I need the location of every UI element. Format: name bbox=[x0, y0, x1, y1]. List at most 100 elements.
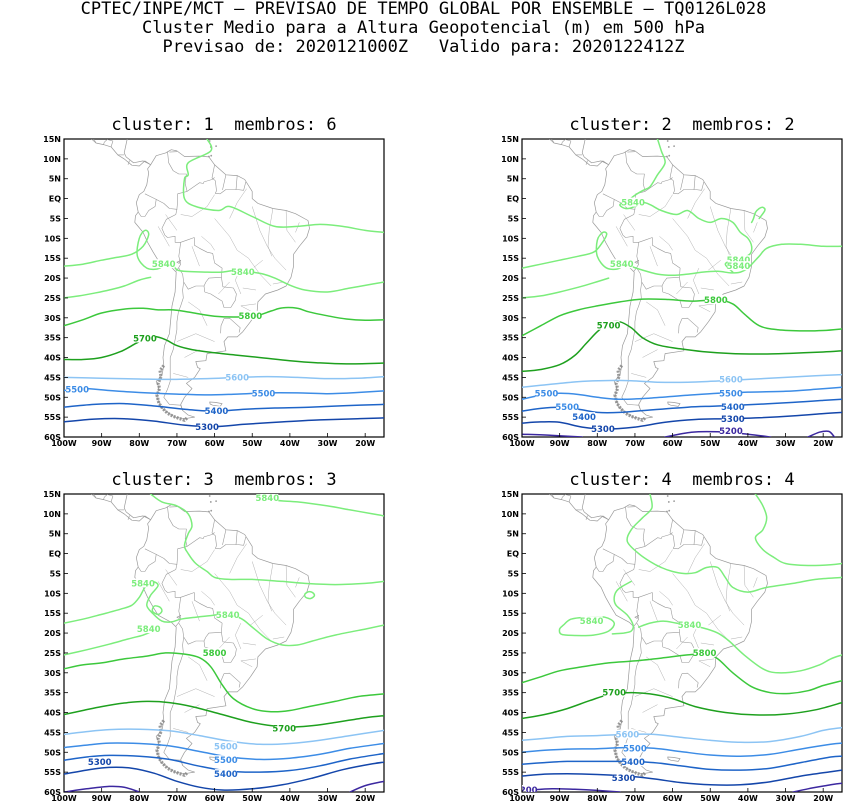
state-border bbox=[698, 303, 715, 312]
state-border bbox=[687, 188, 705, 219]
country-border bbox=[127, 515, 130, 520]
small-island bbox=[209, 501, 212, 503]
central-america-caribbean-coast bbox=[581, 494, 608, 520]
lat-tick-label: EQ bbox=[49, 550, 61, 559]
state-border bbox=[615, 581, 628, 602]
small-island bbox=[215, 145, 217, 148]
lat-tick-label: 40S bbox=[502, 354, 519, 363]
lon-tick-label: 30W bbox=[776, 439, 796, 448]
contour-label-bg bbox=[603, 687, 626, 697]
lat-tick-label: 15N bbox=[501, 135, 519, 144]
country-border bbox=[163, 636, 184, 766]
contour-label-bg bbox=[132, 578, 155, 588]
contour-label-5840: 5840 bbox=[131, 579, 155, 589]
geopotential-contours bbox=[522, 139, 842, 437]
contour-label-5840: 5840 bbox=[678, 621, 702, 631]
small-island bbox=[673, 500, 675, 503]
lon-tick-label: 100W bbox=[51, 794, 77, 803]
state-border bbox=[229, 188, 247, 219]
country-border bbox=[644, 532, 673, 547]
country-border bbox=[585, 515, 588, 520]
figure-subtitle: Cluster Medio para a Altura Geopotencial… bbox=[142, 18, 705, 38]
country-border bbox=[163, 281, 184, 411]
lat-tick-label: 50S bbox=[502, 748, 519, 757]
contour-label-5300: 5300 bbox=[88, 758, 112, 768]
contour-label-5800: 5800 bbox=[203, 649, 227, 659]
state-border bbox=[285, 565, 296, 598]
contour-5840 bbox=[64, 580, 384, 647]
contour-label-bg bbox=[719, 426, 742, 436]
contour-label-5800: 5800 bbox=[704, 296, 728, 306]
country-border bbox=[644, 177, 673, 192]
contour-label-5840: 5840 bbox=[255, 494, 279, 504]
state-border bbox=[252, 206, 287, 271]
small-island bbox=[210, 509, 213, 512]
country-border bbox=[211, 164, 247, 195]
lat-tick-label: 55S bbox=[44, 413, 61, 422]
panel-title-cluster-3: cluster: 3 membros: 3 bbox=[111, 470, 337, 490]
contour-label-5500: 5500 bbox=[252, 389, 276, 399]
state-border bbox=[229, 543, 247, 574]
contour-5200 bbox=[349, 780, 384, 792]
lat-tick-label: 5N bbox=[507, 530, 519, 539]
central-america-caribbean-coast bbox=[123, 494, 150, 520]
contour-5840 bbox=[149, 494, 384, 586]
contour-label-bg bbox=[622, 757, 645, 767]
state-border bbox=[267, 563, 274, 612]
lat-tick-label: 10N bbox=[501, 155, 519, 164]
country-border bbox=[222, 174, 227, 190]
state-border bbox=[743, 210, 754, 243]
contour-5840 bbox=[303, 590, 316, 600]
lat-tick-label: 15S bbox=[44, 609, 61, 618]
country-border bbox=[669, 519, 705, 550]
state-border bbox=[176, 688, 215, 697]
contour-5840 bbox=[182, 139, 384, 234]
country-border bbox=[235, 175, 238, 190]
lat-tick-label: 40S bbox=[44, 709, 61, 718]
lat-tick-label: 15N bbox=[43, 135, 61, 144]
contour-label-5600: 5600 bbox=[616, 730, 640, 740]
state-border bbox=[631, 373, 647, 378]
country-border bbox=[602, 151, 646, 210]
contour-5600 bbox=[522, 726, 842, 744]
contour-5600 bbox=[522, 373, 842, 389]
contour-label-5500: 5500 bbox=[555, 403, 579, 413]
contour-5840 bbox=[611, 580, 635, 635]
lat-tick-label: EQ bbox=[507, 195, 519, 204]
lat-tick-label: 20S bbox=[502, 274, 519, 283]
contour-5400 bbox=[64, 752, 384, 773]
lat-tick-label: 10N bbox=[43, 510, 61, 519]
lat-tick-label: 10S bbox=[44, 234, 61, 243]
lon-tick-label: 20W bbox=[355, 439, 375, 448]
lat-tick-label: 10N bbox=[501, 510, 519, 519]
country-border bbox=[585, 160, 588, 165]
contour-label-5600: 5600 bbox=[719, 375, 743, 385]
lat-tick-label: 15S bbox=[502, 254, 519, 263]
country-border bbox=[680, 529, 685, 545]
lat-tick-label: 35S bbox=[502, 334, 519, 343]
state-border bbox=[218, 281, 230, 295]
contour-5840 bbox=[626, 494, 842, 593]
country-border bbox=[595, 199, 615, 217]
country-border bbox=[235, 530, 238, 545]
central-america-caribbean-coast bbox=[123, 139, 150, 165]
country-border bbox=[161, 209, 181, 272]
contour-label-5700: 5700 bbox=[602, 689, 626, 699]
south-america-coast bbox=[592, 504, 768, 775]
lon-tick-label: 50W bbox=[700, 794, 720, 803]
contour-5200 bbox=[664, 430, 772, 437]
country-border bbox=[144, 506, 188, 565]
contour-label-bg bbox=[704, 294, 727, 304]
contour-label-bg bbox=[256, 494, 279, 502]
contour-label-5840: 5840 bbox=[621, 199, 645, 209]
small-island bbox=[208, 155, 210, 158]
contour-label-5200: 5200 bbox=[514, 786, 538, 796]
lat-tick-label: 45S bbox=[502, 728, 519, 737]
small-island bbox=[666, 155, 668, 158]
contour-label-5500: 5500 bbox=[623, 744, 647, 754]
contour-label-5840: 5840 bbox=[137, 625, 161, 635]
lat-tick-label: 55S bbox=[44, 768, 61, 777]
lon-tick-label: 80W bbox=[587, 439, 607, 448]
state-border bbox=[676, 281, 688, 295]
